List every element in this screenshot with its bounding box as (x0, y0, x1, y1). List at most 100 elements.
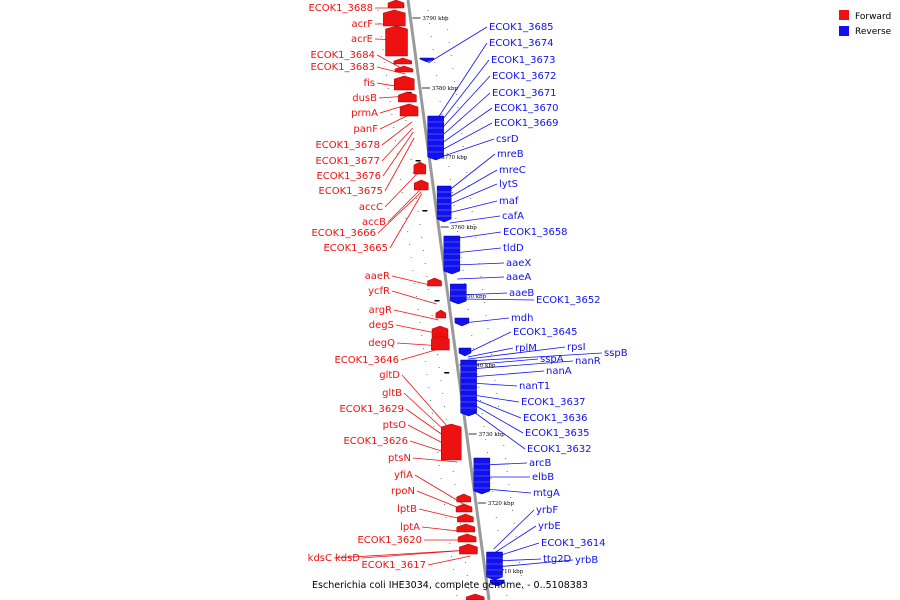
track-dot (448, 166, 450, 167)
reverse-gene-label: ECOK1_3685 (489, 22, 554, 33)
track-dot (482, 289, 484, 290)
feature-dash (444, 372, 450, 374)
track-dot (452, 471, 454, 472)
forward-gene-label: ECOK1_3629 (339, 404, 404, 415)
track-dot (480, 276, 482, 277)
reverse-gene-label: mdh (511, 313, 533, 324)
track-dot (450, 179, 452, 180)
track-dot (504, 582, 506, 583)
track-dot (476, 250, 478, 251)
track-dot (495, 517, 497, 518)
reverse-gene-label: ECOK1_3673 (491, 55, 556, 66)
reverse-gene-label: nanA (546, 366, 572, 377)
reverse-gene-label: nanT1 (519, 381, 550, 392)
track-dot (442, 393, 444, 394)
forward-feature-block (383, 9, 406, 27)
forward-connector (381, 121, 413, 146)
track-dot (517, 549, 519, 550)
forward-connector (412, 457, 458, 463)
track-dot (499, 543, 501, 544)
forward-feature-block (399, 103, 419, 117)
track-dot (441, 114, 443, 115)
track-dot (455, 218, 457, 219)
reverse-gene-label: nanR (575, 356, 601, 367)
track-dot (410, 257, 412, 258)
forward-feature-block (465, 593, 485, 600)
forward-feature-block (459, 543, 478, 555)
track-dot (459, 120, 461, 121)
reverse-gene-label: ECOK1_3645 (513, 327, 578, 338)
reverse-gene-label: ECOK1_3636 (523, 413, 588, 424)
track-dot (410, 159, 412, 160)
reverse-gene-label: lytS (499, 179, 518, 190)
track-dot (520, 575, 522, 576)
reverse-gene-label: ECOK1_3614 (541, 538, 606, 549)
forward-feature-block (413, 161, 427, 175)
genome-backbone (406, 0, 491, 600)
track-dot (455, 94, 457, 95)
track-dot (478, 387, 480, 388)
forward-connector (377, 191, 422, 234)
track-dot (464, 159, 466, 160)
forward-feature-block (394, 75, 415, 91)
forward-connector (391, 275, 435, 287)
track-dot (382, 49, 384, 50)
forward-connector (384, 171, 419, 208)
reverse-feature-block (443, 235, 461, 275)
track-dot (447, 530, 449, 531)
forward-connector (391, 290, 437, 305)
reverse-gene-label: aaeB (509, 288, 534, 299)
forward-feature-block (456, 523, 475, 533)
track-dot (407, 231, 409, 232)
forward-gene-label: dusB (352, 93, 377, 104)
forward-gene-label: ECOK1_3677 (315, 156, 380, 167)
reverse-connector (470, 370, 545, 378)
forward-connector (384, 137, 415, 192)
track-dot (468, 588, 470, 589)
legend: Forward Reverse (839, 10, 892, 37)
track-dot (510, 497, 512, 498)
reverse-connector (467, 347, 514, 358)
forward-gene-label: ECOK1_3683 (310, 62, 375, 73)
reverse-gene-label: aaeA (506, 272, 531, 283)
reverse-gene-label: aaeX (506, 258, 531, 269)
reverse-gene-label: ttg2D (543, 554, 572, 565)
reverse-connector (468, 346, 566, 360)
reverse-connector (427, 26, 488, 64)
track-dot (473, 224, 475, 225)
track-dot (446, 153, 448, 154)
reverse-feature-block (450, 283, 467, 305)
track-dot (454, 484, 456, 485)
tick-label: 3790 kbp (422, 16, 449, 22)
track-dot (469, 198, 471, 199)
track-dot (469, 322, 471, 323)
track-dot (522, 588, 524, 589)
reverse-connector (437, 75, 491, 134)
forward-gene-label: panF (353, 124, 378, 135)
track-dot (415, 198, 417, 199)
forward-feature-block (414, 179, 429, 191)
forward-feature-block (456, 493, 471, 503)
track-dot (436, 354, 438, 355)
track-dot (440, 380, 442, 381)
track-dot (436, 75, 438, 76)
track-dot (515, 536, 517, 537)
reverse-connector (438, 92, 491, 140)
track-dot (449, 543, 451, 544)
reverse-connector (445, 153, 496, 194)
forward-gene-label: ECOK1_3666 (311, 228, 376, 239)
track-dot (471, 335, 473, 336)
track-dot (428, 387, 430, 388)
track-dot (377, 10, 379, 11)
track-dot (456, 595, 458, 596)
track-dot (457, 231, 459, 232)
reverse-feature-block (419, 57, 435, 63)
reverse-connector (475, 412, 526, 450)
reverse-gene-label: maf (499, 196, 519, 207)
track-dot (496, 393, 498, 394)
feature-dash (415, 160, 421, 162)
track-dot (506, 471, 508, 472)
track-dot (387, 88, 389, 89)
track-dot (379, 23, 381, 24)
track-dot (490, 478, 492, 479)
